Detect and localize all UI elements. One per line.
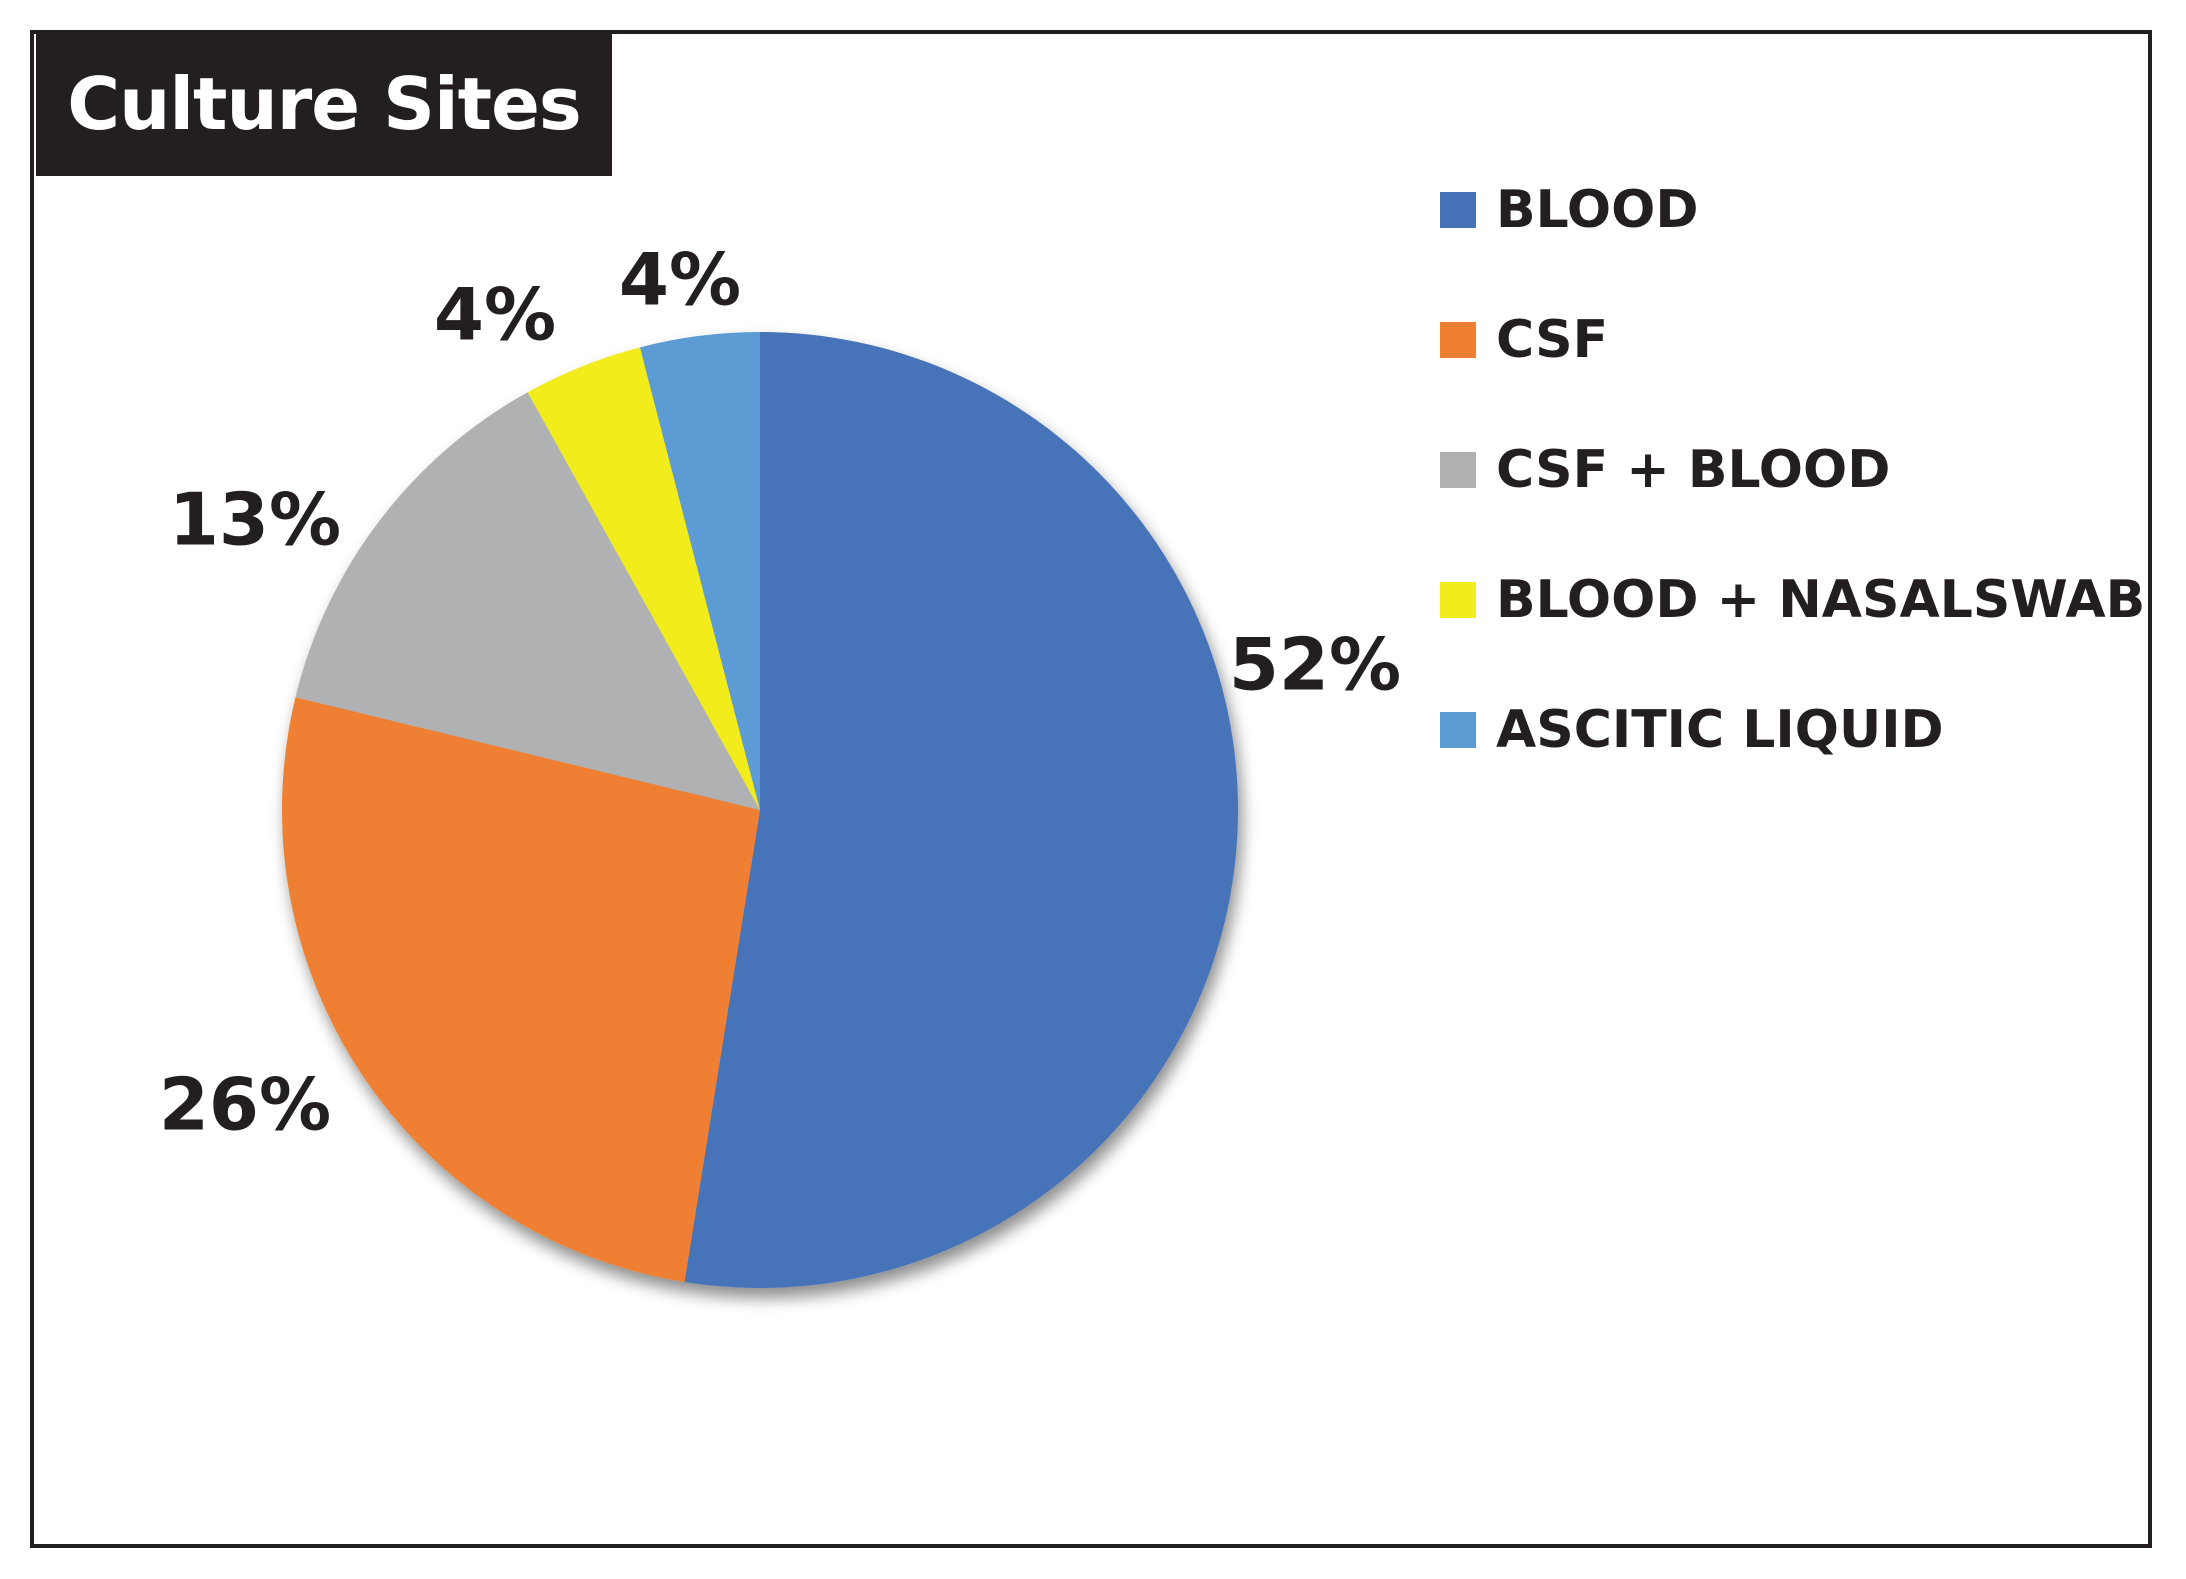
legend-item: BLOOD [1440, 145, 2145, 275]
pie-data-label: 13% [169, 478, 341, 562]
pie-slice-blood-nasalswab [527, 347, 760, 810]
pie-data-label: 4% [434, 273, 556, 357]
legend: BLOOD CSF CSF + BLOOD BLOOD + NASALSWAB ASCI… [1440, 145, 2145, 795]
pie-data-labels: 52% 26% 13% 4% 4% [159, 238, 1401, 1147]
chart-title-box: Culture Sites [36, 32, 612, 176]
legend-swatch [1440, 452, 1476, 488]
legend-label: BLOOD + NASALSWAB [1496, 570, 2146, 630]
legend-item: ASCITIC LIQUID [1440, 665, 2145, 795]
legend-swatch [1440, 712, 1476, 748]
legend-label: CSF + BLOOD [1496, 440, 1891, 500]
legend-swatch [1440, 322, 1476, 358]
legend-swatch [1440, 582, 1476, 618]
pie-slices [281, 332, 1238, 1288]
legend-swatch [1440, 192, 1476, 228]
pie-data-label: 52% [1229, 623, 1401, 707]
pie-slice-ascitic-liquid [639, 332, 760, 810]
legend-item: CSF + BLOOD [1440, 405, 2145, 535]
pie-data-label: 26% [159, 1063, 331, 1147]
pie-slice-csf-blood [295, 392, 760, 810]
legend-label: BLOOD [1496, 180, 1699, 240]
legend-item: BLOOD + NASALSWAB [1440, 535, 2145, 665]
pie-data-label: 4% [619, 238, 741, 322]
legend-label: CSF [1496, 310, 1609, 370]
legend-label: ASCITIC LIQUID [1496, 700, 1944, 760]
chart-title: Culture Sites [67, 62, 581, 146]
pie-slice-csf [281, 697, 760, 1282]
pie-slice-blood [684, 332, 1238, 1288]
legend-item: CSF [1440, 275, 2145, 405]
